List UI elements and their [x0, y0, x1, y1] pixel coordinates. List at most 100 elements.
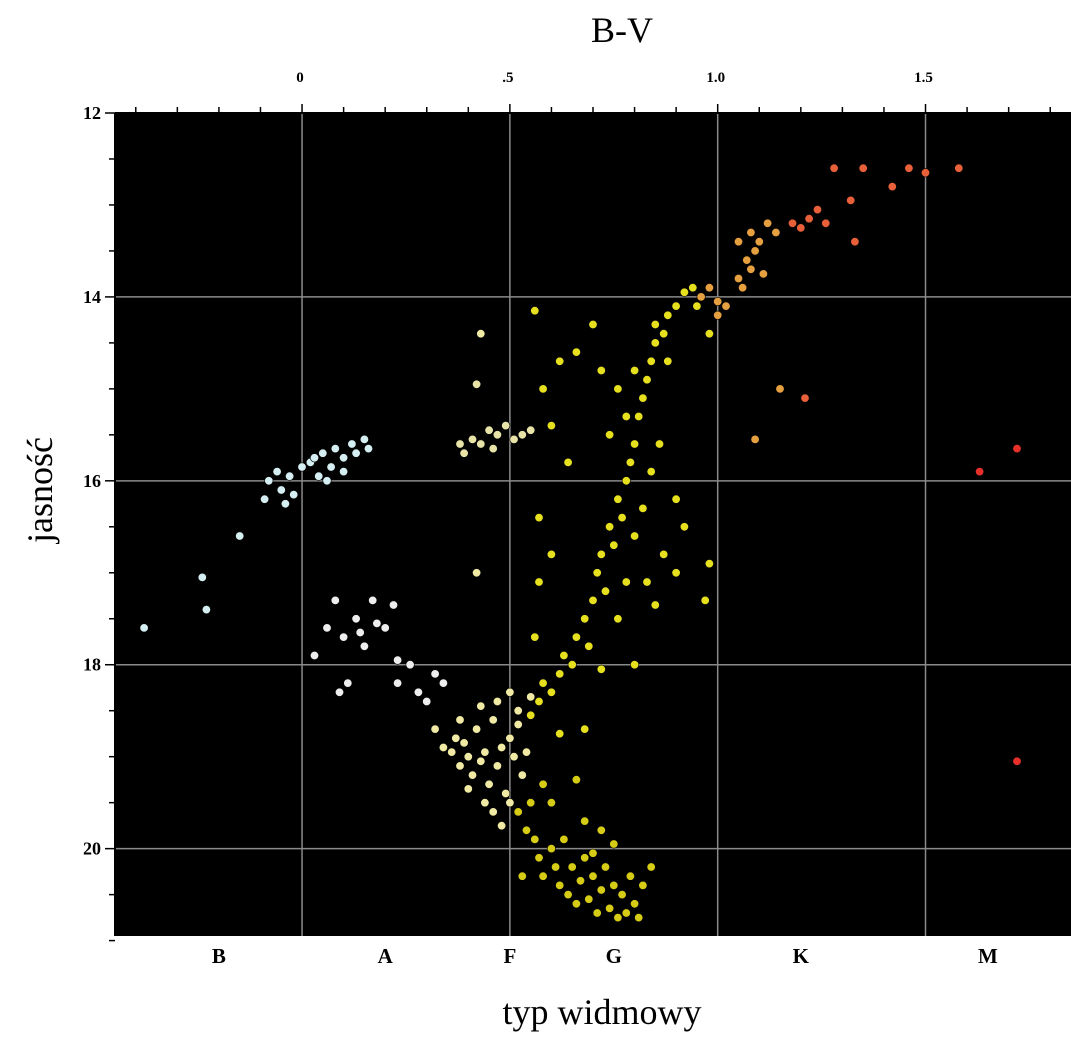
star-point — [555, 356, 565, 366]
star-point — [588, 595, 598, 605]
star-point — [634, 913, 644, 923]
star-point — [621, 577, 631, 587]
star-point — [654, 439, 664, 449]
star-point — [505, 687, 515, 697]
star-point — [492, 430, 502, 440]
star-point — [671, 568, 681, 578]
star-point — [355, 627, 365, 637]
star-point — [430, 669, 440, 679]
star-point — [505, 733, 515, 743]
star-point — [492, 696, 502, 706]
star-point — [605, 903, 615, 913]
star-point — [555, 669, 565, 679]
star-point — [363, 444, 373, 454]
star-point — [787, 218, 797, 228]
star-point — [546, 549, 556, 559]
star-point — [330, 444, 340, 454]
star-point — [513, 706, 523, 716]
x-tick-label: 1.5 — [914, 70, 933, 86]
star-point — [596, 825, 606, 835]
star-point — [630, 660, 640, 670]
star-point — [605, 430, 615, 440]
star-point — [521, 825, 531, 835]
star-point — [422, 696, 432, 706]
spectral-type-label: B — [212, 944, 226, 968]
star-point — [746, 228, 756, 238]
star-point — [887, 182, 897, 192]
star-point — [571, 632, 581, 642]
x-tick-label: .5 — [502, 70, 513, 86]
star-point — [650, 338, 660, 348]
star-point — [509, 752, 519, 762]
star-point — [297, 462, 307, 472]
star-point — [559, 834, 569, 844]
star-point — [480, 747, 490, 757]
star-point — [438, 678, 448, 688]
star-point — [704, 329, 714, 339]
star-point — [858, 163, 868, 173]
star-point — [646, 862, 656, 872]
star-point — [671, 494, 681, 504]
star-point — [359, 641, 369, 651]
star-point — [347, 439, 357, 449]
star-point — [567, 660, 577, 670]
star-point — [646, 356, 656, 366]
star-point — [754, 237, 764, 247]
star-point — [538, 678, 548, 688]
star-point — [517, 430, 527, 440]
star-point — [484, 425, 494, 435]
spectral-type-label: A — [378, 944, 394, 968]
star-point — [758, 269, 768, 279]
star-point — [509, 434, 519, 444]
star-point — [584, 641, 594, 651]
star-point — [459, 448, 469, 458]
star-point — [388, 600, 398, 610]
star-point — [467, 434, 477, 444]
star-point — [975, 467, 985, 477]
star-point — [372, 618, 382, 628]
star-point — [575, 876, 585, 886]
y-tick-label: 14 — [83, 287, 101, 307]
star-point — [634, 411, 644, 421]
star-point — [617, 513, 627, 523]
star-point — [280, 499, 290, 509]
star-point — [609, 880, 619, 890]
star-point — [309, 453, 319, 463]
star-point — [289, 490, 299, 500]
star-point — [804, 214, 814, 224]
star-point — [850, 237, 860, 247]
star-point — [596, 365, 606, 375]
star-point — [829, 163, 839, 173]
star-point — [260, 494, 270, 504]
star-point — [467, 770, 477, 780]
star-point — [201, 605, 211, 615]
star-point — [750, 434, 760, 444]
star-point — [546, 421, 556, 431]
star-point — [330, 595, 340, 605]
star-point — [139, 623, 149, 633]
star-point — [796, 223, 806, 233]
star-point — [476, 701, 486, 711]
star-point — [476, 756, 486, 766]
star-point — [339, 467, 349, 477]
star-point — [742, 255, 752, 265]
star-point — [692, 301, 702, 311]
star-point — [339, 632, 349, 642]
star-point — [534, 853, 544, 863]
star-point — [571, 347, 581, 357]
star-point — [775, 384, 785, 394]
star-point — [721, 301, 731, 311]
star-point — [517, 770, 527, 780]
star-point — [497, 742, 507, 752]
star-point — [534, 696, 544, 706]
star-point — [534, 577, 544, 587]
plot-background — [115, 113, 1071, 936]
star-point — [393, 678, 403, 688]
y-axis-title: jasność — [20, 437, 60, 545]
star-point — [588, 848, 598, 858]
star-point — [625, 871, 635, 881]
star-point — [659, 329, 669, 339]
star-point — [588, 319, 598, 329]
y-tick-label: 16 — [83, 471, 101, 491]
